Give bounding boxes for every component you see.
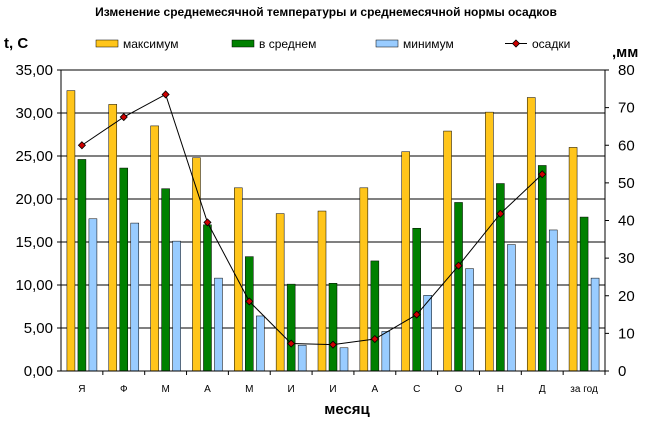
bar-2: [412, 227, 421, 372]
series-marker-4: [203, 218, 212, 227]
bar-2: [454, 202, 463, 372]
y-right-tick-label: 30: [618, 250, 635, 267]
x-tick-label: М: [161, 384, 169, 395]
chart-title: Изменение среднемесячной температуры и с…: [95, 5, 557, 19]
x-tick-label: И: [288, 384, 295, 395]
bar-3: [548, 229, 558, 372]
series-marker-4: [370, 334, 379, 344]
bar-2: [370, 260, 380, 372]
y-right-tick-label: 10: [618, 325, 635, 342]
y-right-tick-label: 60: [618, 137, 635, 154]
x-tick-label: С: [413, 384, 420, 395]
y-right-tick-label: 0: [618, 363, 626, 380]
series-marker-4: [287, 339, 296, 348]
bar-1: [150, 125, 159, 372]
bar-2: [579, 216, 589, 372]
bar-1: [485, 111, 494, 372]
legend-label-2: в среднем: [259, 37, 316, 51]
legend-marker-4: [511, 39, 521, 48]
bar-1: [526, 97, 536, 372]
x-tick-label: О: [455, 384, 463, 395]
legend-label-3: минимум: [403, 37, 454, 51]
bar-3: [172, 240, 181, 372]
x-tick-label: Ф: [120, 384, 128, 395]
series-line-4: [81, 93, 543, 346]
bar-1: [401, 151, 410, 372]
legend-swatch-1: [95, 39, 119, 48]
y-right-tick-label: 50: [618, 175, 635, 192]
y-left-tick-label: 35,00: [15, 62, 53, 79]
bar-2: [537, 165, 547, 372]
bar-2: [119, 167, 129, 372]
bar-1: [317, 210, 327, 372]
bar-3: [214, 277, 223, 372]
y-left-tick-label: 5,00: [24, 320, 53, 337]
series-marker-4: [328, 340, 338, 349]
bar-1: [443, 130, 452, 372]
series-marker-4: [538, 170, 547, 179]
y-left-tick-label: 0,00: [24, 363, 53, 380]
series-marker-4: [454, 261, 463, 270]
x-tick-label: Н: [497, 384, 504, 395]
series-marker-4: [245, 297, 254, 306]
y-left-tick-label: 10,00: [15, 277, 53, 294]
x-tick-label: А: [372, 384, 379, 395]
x-tick-label: И: [329, 384, 336, 395]
series-marker-4: [412, 310, 421, 319]
bar-3: [130, 222, 140, 372]
bar-1: [66, 90, 76, 372]
bar-2: [161, 188, 170, 372]
x-axis-label: месяц: [324, 401, 370, 418]
y-axis-right-unit: ,мм: [612, 44, 638, 61]
legend-label-4: осадки: [532, 37, 570, 51]
y-left-tick-label: 15,00: [15, 234, 53, 251]
y-right-tick-label: 20: [618, 288, 635, 305]
y-left-tick-label: 30,00: [15, 105, 53, 122]
bar-3: [339, 347, 349, 372]
bar-1: [275, 213, 285, 372]
bar-2: [245, 256, 254, 372]
x-tick-label: за год: [570, 384, 598, 395]
y-right-tick-label: 80: [618, 62, 635, 79]
y-left-tick-label: 20,00: [15, 191, 53, 208]
bar-2: [77, 159, 87, 372]
bar-3: [381, 331, 391, 372]
bar-1: [234, 187, 243, 372]
y-right-tick-label: 70: [618, 100, 635, 117]
bar-1: [568, 147, 578, 372]
bar-2: [286, 283, 296, 372]
bar-3: [590, 277, 600, 372]
legend-swatch-3: [375, 39, 399, 48]
x-tick-label: Я: [78, 384, 85, 395]
y-left-tick-label: 25,00: [15, 148, 53, 165]
bar-1: [108, 104, 118, 372]
legend: максимум в среднем минимум осадки: [95, 37, 570, 51]
bar-2: [203, 224, 212, 372]
legend-swatch-2: [231, 39, 255, 48]
bar-2: [328, 283, 338, 372]
bar-3: [256, 315, 265, 372]
series-marker-4: [77, 141, 86, 150]
bar-3: [423, 295, 432, 372]
bar-3: [297, 344, 307, 372]
x-tick-label: Д: [539, 384, 546, 395]
series-marker-4: [496, 209, 505, 218]
bar-3: [507, 244, 516, 372]
bar-3: [465, 268, 474, 372]
plot-area: 0,00 5,00 10,00 15,00 20,00 25,00 30,00 35,00 0 1…: [15, 62, 634, 395]
legend-label-1: максимум: [123, 37, 179, 51]
bar-3: [88, 218, 98, 372]
series-marker-4: [161, 90, 170, 99]
x-tick-label: А: [204, 384, 211, 395]
y-right-tick-label: 40: [618, 213, 635, 230]
x-tick-label: М: [245, 384, 253, 395]
bar-1: [359, 187, 369, 372]
series-marker-4: [119, 112, 128, 122]
y-axis-left-unit: t, C: [4, 35, 28, 52]
